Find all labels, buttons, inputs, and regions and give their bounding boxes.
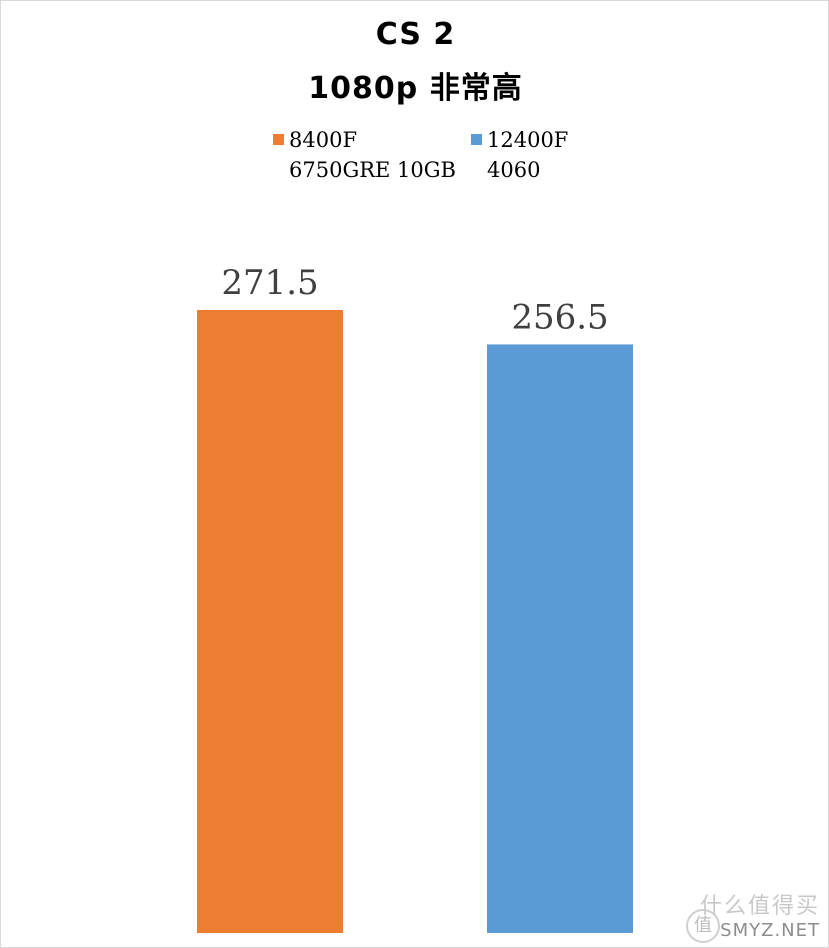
bar-series-1 (197, 310, 343, 933)
data-label-series-1: 271.5 (221, 263, 318, 303)
data-label-series-2: 256.5 (511, 297, 608, 337)
bar-series-2 (487, 344, 633, 933)
watermark-logo-icon: 值 (686, 909, 720, 943)
watermark: 什么值得买 SMYZ.NET (700, 888, 820, 941)
chart-subtitle: 1080p 非常高 (308, 71, 523, 106)
legend-label-series-2-line-2: 4060 (487, 158, 541, 182)
legend-swatch-series-1 (273, 134, 284, 145)
chart-title: CS 2 (375, 17, 456, 52)
legend-label-series-1-line-2: 6750GRE 10GB (289, 158, 456, 182)
legend-label-series-1-line-1: 8400F (289, 128, 358, 152)
watermark-text-en: SMYZ.NET (720, 920, 820, 941)
legend-swatch-series-2 (471, 134, 482, 145)
watermark-text-cn: 什么值得买 (699, 894, 820, 919)
legend-label-series-2-line-1: 12400F (487, 128, 569, 152)
